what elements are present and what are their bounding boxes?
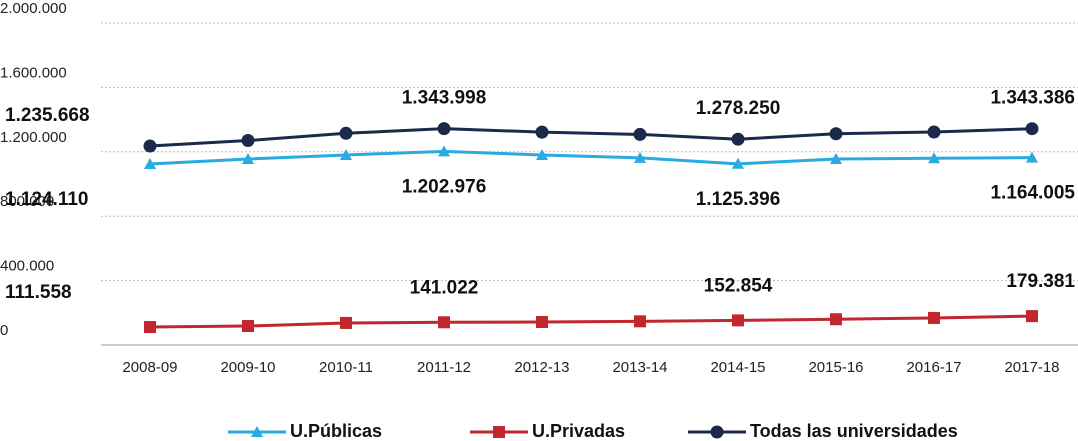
marker: [339, 126, 353, 140]
x-tick-label: 2010-11: [319, 359, 373, 376]
marker: [927, 125, 941, 139]
marker: [144, 321, 156, 334]
marker: [143, 139, 157, 153]
y-tick-label: 0: [0, 322, 8, 339]
marker: [242, 320, 254, 333]
series-line: [149, 149, 1033, 166]
marker: [928, 311, 940, 324]
legend-label: U.Públicas: [290, 421, 382, 441]
value-label: 179.381: [1006, 271, 1075, 292]
series-line: [149, 314, 1033, 329]
marker: [251, 426, 263, 437]
marker: [438, 316, 450, 329]
marker: [1025, 122, 1039, 136]
value-label: 152.854: [704, 275, 773, 296]
marker: [634, 315, 646, 328]
value-label: 1.164.005: [990, 183, 1075, 204]
y-tick-label: 400.000: [0, 258, 54, 275]
value-label: 1.125.396: [696, 189, 781, 210]
marker: [241, 134, 255, 148]
value-label: 1.202.976: [402, 176, 487, 197]
y-tick-label: 800.000: [0, 193, 54, 210]
value-label: 1.343.998: [402, 88, 487, 109]
marker: [732, 314, 744, 327]
x-tick-label: 2013-14: [612, 359, 667, 376]
y-tick-label: 1.600.000: [0, 64, 67, 81]
marker: [536, 149, 548, 161]
marker: [928, 152, 940, 164]
x-tick-label: 2009-10: [220, 359, 275, 376]
x-tick-label: 2015-16: [808, 359, 863, 376]
marker: [830, 313, 842, 326]
marker: [493, 426, 505, 438]
marker: [829, 127, 843, 141]
marker: [242, 153, 254, 165]
marker: [1026, 310, 1038, 323]
value-label: 111.558: [5, 282, 72, 303]
value-label: 141.022: [410, 277, 479, 298]
marker: [633, 127, 647, 141]
marker: [340, 149, 352, 161]
marker: [732, 157, 744, 169]
marker: [437, 122, 451, 136]
marker: [710, 425, 724, 439]
marker: [731, 132, 745, 146]
value-label: 1.124.110: [5, 189, 88, 210]
x-tick-label: 2011-12: [417, 359, 471, 376]
legend-label: Todas las universidades: [750, 421, 958, 441]
value-label: 1.278.250: [696, 98, 781, 119]
y-tick-label: 1.200.000: [0, 129, 67, 146]
marker: [634, 151, 646, 163]
x-tick-label: 2014-15: [710, 359, 765, 376]
marker: [535, 125, 549, 139]
marker: [438, 145, 450, 157]
marker: [1026, 151, 1038, 163]
marker: [340, 316, 352, 329]
marker: [536, 315, 548, 328]
marker: [830, 153, 842, 165]
x-tick-label: 2012-13: [514, 359, 569, 376]
x-tick-label: 2016-17: [906, 359, 961, 376]
legend-label: U.Privadas: [532, 421, 625, 441]
marker: [144, 158, 156, 170]
x-tick-label: 2017-18: [1004, 359, 1059, 376]
x-tick-label: 2008-09: [122, 359, 177, 376]
value-label: 1.235.668: [5, 105, 90, 126]
value-label: 1.343.386: [990, 88, 1075, 109]
series-line: [149, 127, 1033, 148]
y-tick-label: 2.000.000: [0, 0, 67, 17]
